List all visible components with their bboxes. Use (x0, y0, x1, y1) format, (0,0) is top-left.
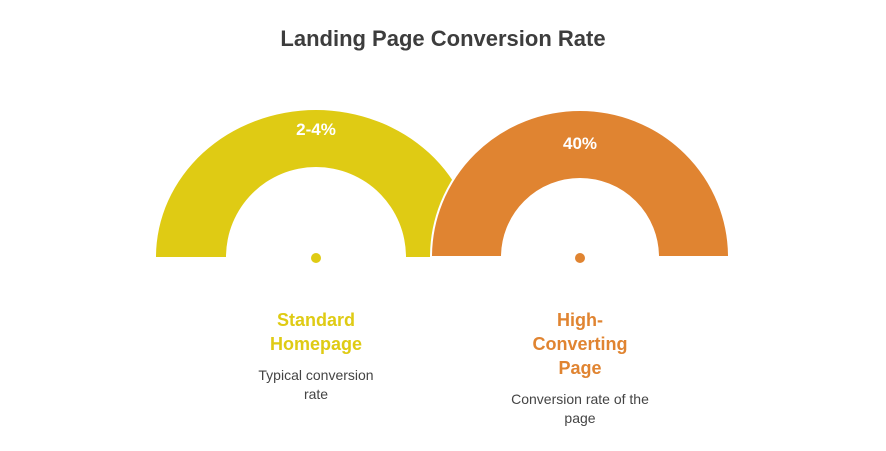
dot (311, 253, 321, 263)
value-label: 40% (562, 134, 598, 153)
item-description: Typical conversion rate (258, 367, 374, 402)
arc-standard (156, 110, 476, 257)
value-label: 2-4% (296, 120, 336, 139)
item-description: Conversion rate of the page (511, 391, 649, 426)
title: Landing Page Conversion Rate (280, 26, 606, 51)
item-name: Standard Homepage (269, 310, 363, 354)
arc-high-converting (429, 109, 731, 258)
dot (575, 253, 585, 263)
item-name: High-Converting Page (532, 310, 628, 378)
